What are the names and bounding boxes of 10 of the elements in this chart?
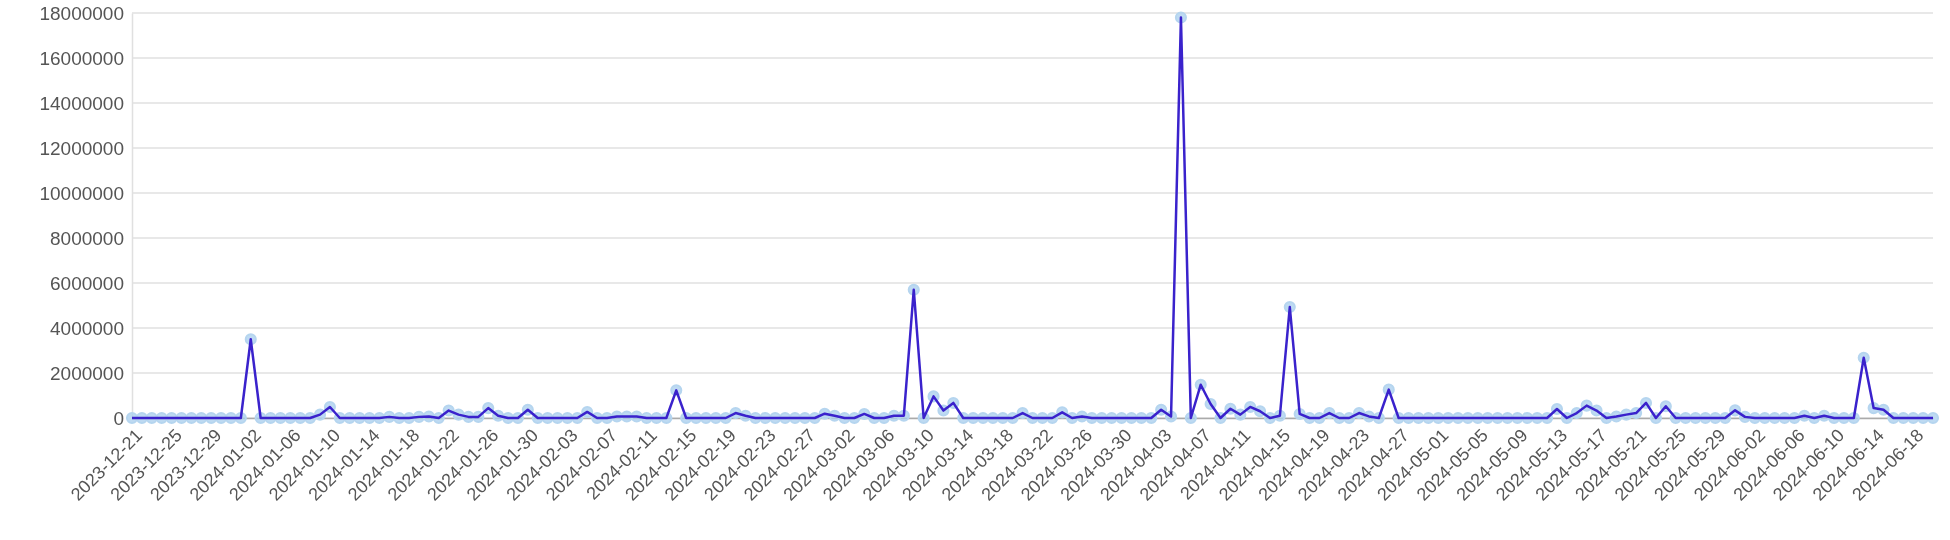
- y-tick-label: 18000000: [39, 2, 124, 24]
- y-tick-label: 14000000: [39, 92, 124, 114]
- y-tick-label: 8000000: [50, 227, 124, 249]
- y-tick-label: 16000000: [39, 47, 124, 69]
- y-tick-label: 6000000: [50, 272, 124, 294]
- y-tick-label: 0: [113, 407, 124, 429]
- y-tick-label: 12000000: [39, 137, 124, 159]
- y-tick-label: 4000000: [50, 317, 124, 339]
- y-tick-label: 10000000: [39, 182, 124, 204]
- y-tick-label: 2000000: [50, 362, 124, 384]
